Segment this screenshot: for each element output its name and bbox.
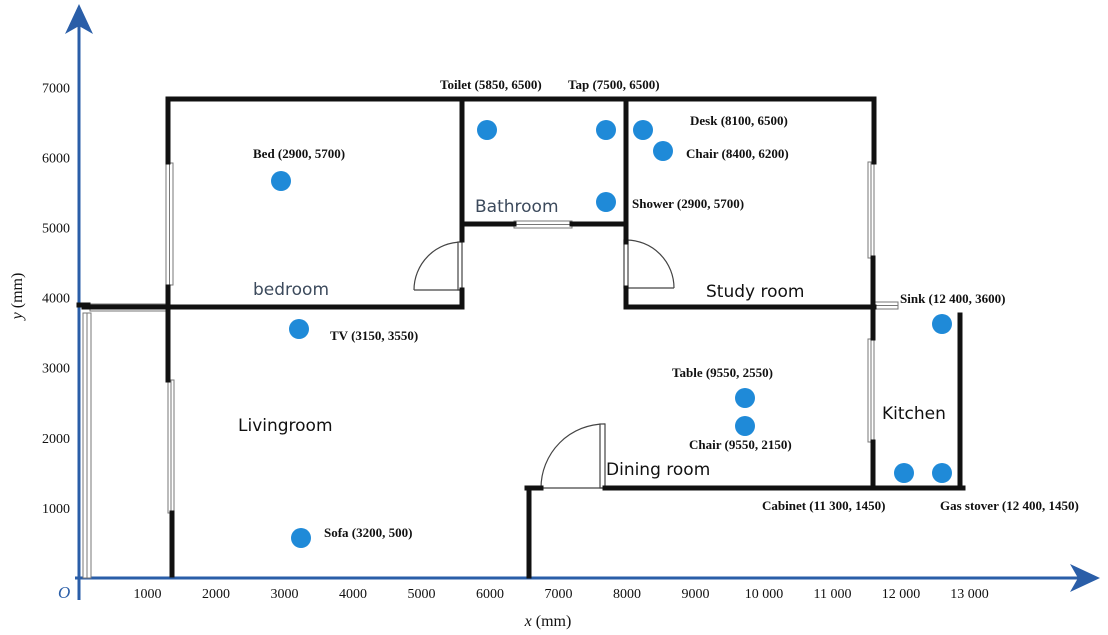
- axes: O 1000 2000 3000 4000 5000 6000 7000 8000 9000 10…: [9, 4, 1100, 630]
- x-tick-label: 13 000: [950, 587, 989, 602]
- label-chair-study: Chair (8400, 6200): [686, 146, 789, 161]
- point-tap: [596, 120, 616, 140]
- x-tick-label: 10 000: [745, 587, 784, 602]
- door-dining-arc: [540, 423, 606, 489]
- x-tick-label: 11 000: [814, 587, 852, 602]
- x-tick-label: 1000: [134, 587, 162, 602]
- y-axis-arrow: [65, 4, 93, 34]
- x-tick-label: 8000: [613, 587, 641, 602]
- y-tick-label: 2000: [42, 432, 70, 447]
- room-label-bedroom: bedroom: [253, 280, 329, 300]
- x-axis-label-unit: (mm): [532, 613, 572, 630]
- door-dining-leaf: [599, 423, 606, 489]
- label-cabinet: Cabinet (11 300, 1450): [762, 498, 886, 513]
- doors: [413, 239, 675, 489]
- label-table: Table (9550, 2550): [672, 365, 773, 380]
- room-label-dining-room: Dining room: [606, 460, 710, 480]
- label-sofa: Sofa (3200, 500): [324, 525, 412, 540]
- point-sofa: [291, 528, 311, 548]
- walls: [76, 96, 966, 579]
- y-tick-label: 4000: [42, 292, 70, 307]
- point-toilet: [477, 120, 497, 140]
- y-tick-label: 3000: [42, 362, 70, 377]
- point-shower: [596, 192, 616, 212]
- label-toilet: Toilet (5850, 6500): [440, 77, 542, 92]
- room-label-livingroom: Livingroom: [238, 416, 333, 436]
- point-sink: [932, 314, 952, 334]
- x-tick-label: 5000: [408, 587, 436, 602]
- furniture-points: [271, 120, 952, 548]
- room-labels: bedroom Bathroom Study room Livingroom K…: [238, 197, 946, 480]
- point-table: [735, 388, 755, 408]
- point-tv: [289, 319, 309, 339]
- wall-north: [165, 96, 877, 165]
- windows: [82, 161, 899, 579]
- label-desk: Desk (8100, 6500): [690, 113, 788, 128]
- room-label-bathroom: Bathroom: [475, 197, 559, 217]
- x-tick-label: 6000: [476, 587, 504, 602]
- y-tick-label: 5000: [42, 222, 70, 237]
- door-bedroom-arc: [413, 241, 463, 291]
- point-chair-dining: [735, 416, 755, 436]
- point-desk: [633, 120, 653, 140]
- label-bed: Bed (2900, 5700): [253, 146, 345, 161]
- label-tap: Tap (7500, 6500): [568, 77, 660, 92]
- label-shower: Shower (2900, 5700): [632, 196, 744, 211]
- point-gas-stove: [932, 463, 952, 483]
- label-tv: TV (3150, 3550): [330, 328, 418, 343]
- x-axis-label-var: x: [524, 613, 532, 630]
- x-tick-label: 9000: [682, 587, 710, 602]
- x-tick-label: 2000: [202, 587, 230, 602]
- x-axis-label: x (mm): [524, 613, 572, 630]
- y-axis-label: y (mm): [9, 273, 26, 322]
- y-axis-label-var: y: [9, 311, 26, 321]
- room-label-study-room: Study room: [706, 282, 804, 302]
- x-tick-label: 7000: [545, 587, 573, 602]
- label-gas-stove: Gas stover (12 400, 1450): [940, 498, 1079, 513]
- point-cabinet: [894, 463, 914, 483]
- origin-label: O: [58, 583, 70, 602]
- door-study-arc: [625, 239, 675, 289]
- x-tick-label: 4000: [339, 587, 367, 602]
- x-tick-labels: 1000 2000 3000 4000 5000 6000 7000 8000 9000 10 0…: [134, 587, 989, 602]
- y-tick-label: 7000: [42, 81, 70, 96]
- point-bed: [271, 171, 291, 191]
- x-tick-label: 12 000: [882, 587, 921, 602]
- label-chair-dining: Chair (9550, 2150): [689, 437, 792, 452]
- point-labels: Bed (2900, 5700) Toilet (5850, 6500) Tap…: [253, 77, 1079, 540]
- door-bedroom-leaf: [457, 241, 463, 291]
- label-sink: Sink (12 400, 3600): [900, 291, 1005, 306]
- x-axis-arrow: [1070, 564, 1100, 592]
- room-label-kitchen: Kitchen: [882, 404, 946, 424]
- y-tick-label: 6000: [42, 151, 70, 166]
- y-tick-labels: 1000 2000 3000 4000 5000 6000 7000: [42, 81, 70, 517]
- door-study-leaf: [623, 239, 629, 289]
- x-tick-label: 3000: [271, 587, 299, 602]
- y-axis-label-unit: (mm): [9, 273, 26, 313]
- point-chair-study: [653, 141, 673, 161]
- y-tick-label: 1000: [42, 502, 70, 517]
